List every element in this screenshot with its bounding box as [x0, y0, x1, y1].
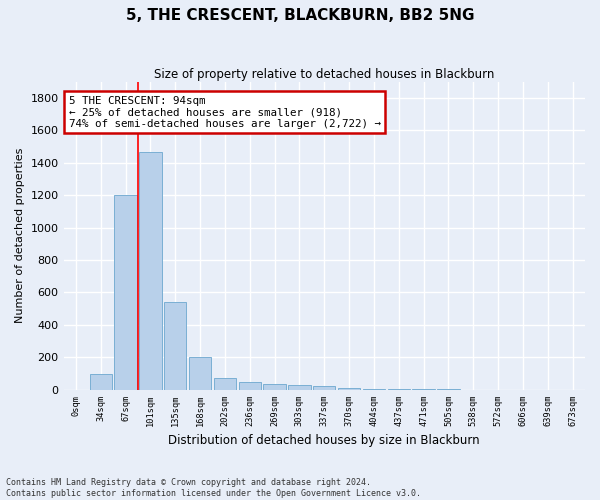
Y-axis label: Number of detached properties: Number of detached properties: [15, 148, 25, 324]
Text: 5, THE CRESCENT, BLACKBURN, BB2 5NG: 5, THE CRESCENT, BLACKBURN, BB2 5NG: [126, 8, 474, 22]
Bar: [263, 384, 286, 390]
Title: Size of property relative to detached houses in Blackburn: Size of property relative to detached ho…: [154, 68, 494, 80]
Bar: [338, 388, 360, 390]
Bar: [139, 152, 161, 390]
Bar: [164, 302, 187, 390]
Bar: [363, 388, 385, 390]
Bar: [388, 389, 410, 390]
Text: Contains HM Land Registry data © Crown copyright and database right 2024.
Contai: Contains HM Land Registry data © Crown c…: [6, 478, 421, 498]
Text: 5 THE CRESCENT: 94sqm
← 25% of detached houses are smaller (918)
74% of semi-det: 5 THE CRESCENT: 94sqm ← 25% of detached …: [69, 96, 381, 128]
Bar: [313, 386, 335, 390]
Bar: [288, 385, 311, 390]
Bar: [89, 374, 112, 390]
Bar: [115, 195, 137, 390]
X-axis label: Distribution of detached houses by size in Blackburn: Distribution of detached houses by size …: [169, 434, 480, 448]
Bar: [189, 356, 211, 390]
Bar: [214, 378, 236, 390]
Bar: [239, 382, 261, 390]
